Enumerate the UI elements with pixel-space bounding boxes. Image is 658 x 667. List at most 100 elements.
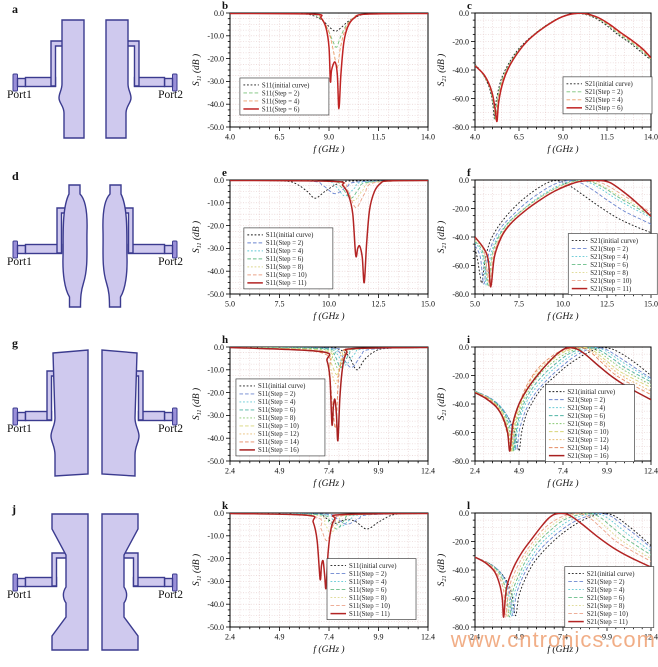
tick-labels: 5.0 7.5 10.0 12.5 15.0 0.0 -20.0 -40.0 -60.0 -80.… — [452, 176, 658, 309]
legend-label: S11(Step = 4) — [266, 248, 304, 255]
legend-label: S21(Step = 12) — [567, 436, 608, 443]
x-axis-label: f (GHz ) — [313, 478, 344, 489]
series-S11(Step = 2) — [230, 179, 428, 194]
y-axis-label: S21 (dB ) — [436, 554, 448, 587]
svg-text:9.9: 9.9 — [602, 633, 612, 642]
svg-text:-30.0: -30.0 — [207, 244, 224, 253]
port1-label: Port1 — [7, 589, 32, 602]
series-S21(Step = 8) — [475, 179, 651, 286]
legend-label: S11(Step = 2) — [349, 571, 387, 578]
svg-text:-10.0: -10.0 — [207, 198, 224, 207]
svg-text:2.4: 2.4 — [225, 466, 235, 475]
svg-text:15.0: 15.0 — [644, 299, 658, 308]
legend-label: S21(Step = 6) — [585, 105, 623, 112]
svg-text:-60.0: -60.0 — [452, 428, 469, 437]
x-axis-label: f (GHz ) — [547, 311, 578, 322]
panel-d-structure: d Port1 Port2 — [0, 167, 190, 334]
series-lines — [230, 513, 428, 590]
legend-label: S11(Step = 11) — [349, 611, 390, 618]
panel-c-chart: 4.0 6.5 9.0 11.5 14.0 0.0 -20.0 -40.0 -60.0 -80.0… — [435, 0, 658, 167]
legend-label: S21(Step = 10) — [567, 428, 608, 435]
axis-ticks — [226, 346, 429, 465]
series-lines — [230, 179, 428, 284]
panel-letter-j: j — [12, 502, 16, 517]
svg-text:-20.0: -20.0 — [207, 388, 224, 397]
svg-text:2.4: 2.4 — [470, 633, 480, 642]
series-S11(initial curve) — [230, 513, 428, 530]
tick-labels: 2.4 4.9 7.4 9.9 12.4 0.0 -20.0 -40.0 -60.0 -80.0 — [452, 509, 658, 642]
series-lines — [230, 13, 428, 110]
svg-text:4.9: 4.9 — [275, 633, 285, 642]
svg-text:14.0: 14.0 — [644, 133, 658, 142]
series-S21(Step = 2) — [475, 13, 651, 121]
svg-text:-10.0: -10.0 — [207, 532, 224, 541]
legend-label: S11(Step = 6) — [262, 106, 300, 113]
port1-label: Port1 — [7, 255, 32, 268]
legend-label: S21(Step = 2) — [585, 89, 623, 96]
svg-text:6.5: 6.5 — [514, 133, 524, 142]
svg-text:10.0: 10.0 — [556, 299, 570, 308]
chart-k: 2.4 4.9 7.4 9.9 12.4 0.0 -10.0 -20.0 -30.0 -40.0 -… — [191, 500, 435, 655]
series-S21(Step = 6) — [475, 13, 651, 123]
svg-text:7.5: 7.5 — [275, 299, 285, 308]
legend: S21(initial curve)S21(Step = 2)S21(Step … — [564, 566, 655, 629]
svg-text:-60.0: -60.0 — [452, 595, 469, 604]
svg-text:-40.0: -40.0 — [207, 434, 224, 443]
series-lines — [475, 346, 651, 452]
series-S21(initial curve) — [475, 179, 651, 284]
legend: S21(initial curve)S21(Step = 2)S21(Step … — [545, 383, 635, 462]
series-S11(Step = 16) — [230, 346, 428, 441]
svg-text:11.5: 11.5 — [372, 133, 386, 142]
chart-h: 2.4 4.9 7.4 9.9 12.4 0.0 -10.0 -20.0 -30.0 -40.0 -… — [191, 334, 435, 489]
panel-l-chart: 2.4 4.9 7.4 9.9 12.4 0.0 -20.0 -40.0 -60.0 -80.0 f… — [435, 500, 658, 667]
svg-text:-40.0: -40.0 — [452, 566, 469, 575]
legend-label: S11(Step = 16) — [258, 447, 299, 454]
legend: S11(initial curve)S11(Step = 2)S11(Step … — [235, 378, 326, 456]
legend: S11(initial curve)S11(Step = 2)S11(Step … — [239, 77, 330, 116]
legend-label: S21(Step = 6) — [590, 262, 628, 269]
legend-label: S21(initial curve) — [567, 388, 615, 395]
svg-text:-40.0: -40.0 — [452, 233, 469, 242]
svg-text:-80.0: -80.0 — [452, 623, 469, 632]
panel-e-chart: 5.0 7.5 10.0 12.5 15.0 0.0 -10.0 -20.0 -30.0 -40.… — [190, 167, 435, 334]
legend-label: S21(Step = 4) — [585, 97, 623, 104]
panel-h-chart: 2.4 4.9 7.4 9.9 12.4 0.0 -10.0 -20.0 -30.0 -40.0 -… — [190, 334, 435, 501]
svg-text:0.0: 0.0 — [214, 176, 224, 185]
svg-text:4.0: 4.0 — [470, 133, 480, 142]
svg-text:7.4: 7.4 — [558, 633, 568, 642]
svg-text:-40.0: -40.0 — [207, 267, 224, 276]
panel-letter-e: e — [222, 167, 227, 179]
axis-ticks — [226, 512, 429, 632]
svg-text:-20.0: -20.0 — [207, 54, 224, 63]
legend-label: S21(Step = 2) — [587, 579, 625, 586]
panel-letter-c: c — [467, 0, 472, 12]
chart-c: 4.0 6.5 9.0 11.5 14.0 0.0 -20.0 -40.0 -60.0 -80.0… — [436, 0, 658, 155]
legend-label: S21(Step = 8) — [567, 420, 605, 427]
svg-text:-10.0: -10.0 — [207, 32, 224, 41]
legend-label: S21(initial curve) — [585, 81, 633, 88]
svg-text:2.4: 2.4 — [470, 466, 480, 475]
legend-label: S11(Step = 11) — [266, 280, 307, 287]
legend-label: S21(Step = 8) — [587, 603, 625, 610]
legend-label: S21(Step = 14) — [567, 444, 608, 451]
legend: S11(initial curve)S11(Step = 2)S11(Step … — [243, 227, 334, 289]
svg-text:-20.0: -20.0 — [452, 371, 469, 380]
series-S11(Step = 6) — [230, 513, 428, 530]
svg-text:12.4: 12.4 — [421, 633, 435, 642]
series-S21(Step = 2) — [475, 179, 651, 285]
svg-text:7.5: 7.5 — [514, 299, 524, 308]
axis-ticks — [471, 12, 652, 131]
panel-letter-b: b — [222, 0, 228, 12]
panel-f-chart: 5.0 7.5 10.0 12.5 15.0 0.0 -20.0 -40.0 -60.0 -80.… — [435, 167, 658, 334]
legend-label: S11(Step = 6) — [266, 256, 304, 263]
series-S21(Step = 10) — [475, 513, 651, 618]
panel-letter-l: l — [467, 500, 470, 512]
grid — [474, 346, 652, 461]
series-S11(Step = 11) — [230, 179, 428, 284]
svg-text:-80.0: -80.0 — [452, 290, 469, 299]
series-S11(Step = 6) — [230, 13, 428, 110]
port1-label: Port1 — [7, 89, 32, 101]
y-axis-label: S11 (dB ) — [191, 387, 203, 419]
port1-label: Port1 — [7, 422, 32, 435]
